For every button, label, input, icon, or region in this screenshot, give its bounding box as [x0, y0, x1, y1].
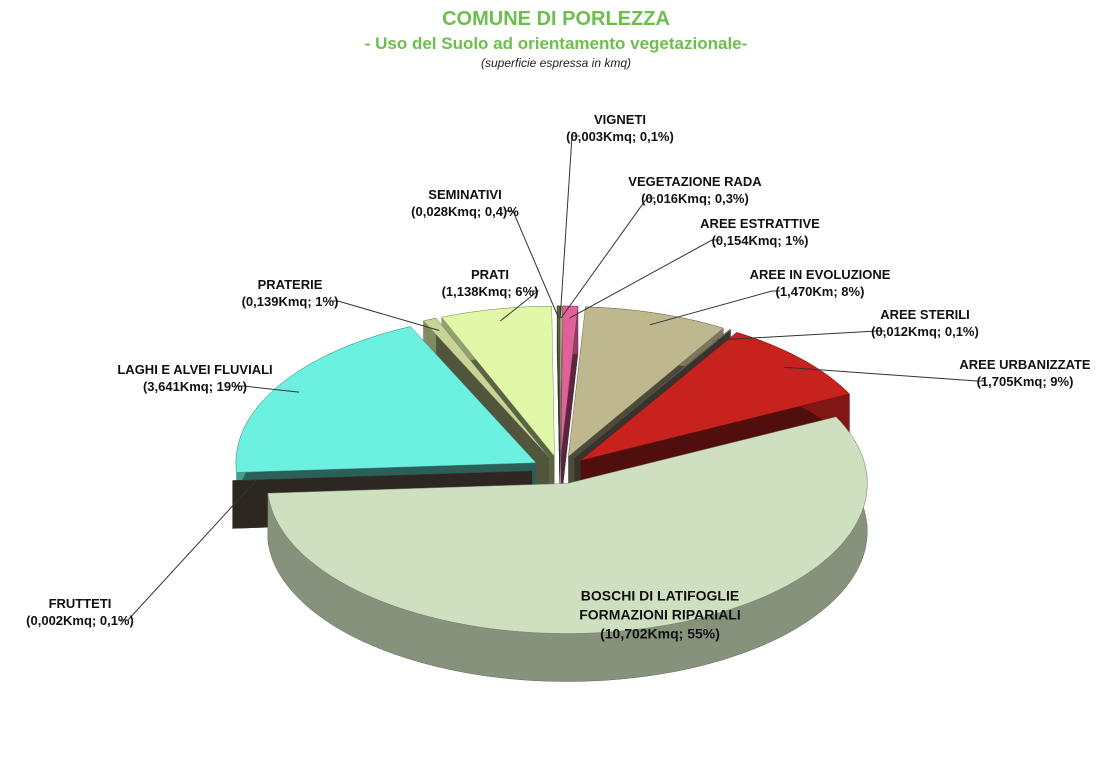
slice-label: AREE URBANIZZATE (1,705Kmq; 9%) — [959, 356, 1090, 390]
value-label: (10,702Kmq; 55%) — [600, 625, 720, 642]
slice-top — [267, 416, 868, 634]
leader-line — [330, 300, 440, 331]
category-label: AREE URBANIZZATE — [959, 357, 1091, 372]
category-label: AREE STERILI — [880, 307, 970, 322]
leader-line — [784, 366, 985, 382]
leader-line — [500, 290, 540, 322]
category-label: PRATI — [470, 267, 510, 282]
value-label: (1,705Kmq; 9%) — [976, 374, 1074, 389]
slice-top — [574, 329, 732, 459]
slice-top — [567, 306, 724, 458]
category-label: VEGETAZIONE RADA — [628, 174, 762, 189]
slice-label: SEMINATIVI (0,028Kmq; 0,4)% — [411, 186, 519, 220]
value-label: (0,002Kmq; 0,1%) — [26, 613, 134, 628]
value-label: (0,154Kmq; 1%) — [711, 233, 809, 248]
slice-top — [235, 326, 537, 473]
category-label: VIGNETI — [593, 112, 646, 127]
value-label: (3,641Kmq; 19%) — [142, 379, 248, 394]
category-label: AREE IN EVOLUZIONE — [749, 267, 891, 282]
value-label: (0,012Kmq; 0,1%) — [871, 324, 979, 339]
leader-line — [569, 239, 720, 319]
leader-line — [505, 210, 560, 319]
slice-top — [560, 305, 579, 457]
leader-line — [235, 385, 299, 393]
leader-line — [120, 479, 257, 621]
chart-subtitle: - Uso del Suolo ad orientamento vegetazi… — [364, 34, 748, 53]
category-label: FRUTTETI — [48, 596, 112, 611]
leader-line — [649, 290, 780, 326]
leader-line — [717, 330, 885, 341]
value-label: (0,016Kmq; 0,3%) — [641, 191, 749, 206]
slice-top — [441, 306, 555, 458]
value-label: (0,003Kmq; 0,1%) — [566, 129, 674, 144]
slice-wall — [560, 306, 578, 504]
slice-label: FRUTTETI (0,002Kmq; 0,1%) — [26, 595, 134, 629]
slice-label: VEGETAZIONE RADA (0,016Kmq; 0,3%) — [628, 173, 761, 207]
value-label: (0,028Kmq; 0,4)% — [411, 204, 519, 219]
leader-line — [559, 135, 580, 319]
value-label: (0,139Kmq; 1%) — [241, 294, 339, 309]
category-label: BOSCHI DI LATIFOGLIE FORMAZIONI RIPARIAL… — [579, 587, 741, 623]
slice-label: BOSCHI DI LATIFOGLIE FORMAZIONI RIPARIAL… — [565, 587, 755, 644]
slice-label: AREE STERILI (0,012Kmq; 0,1%) — [871, 306, 979, 340]
slice-top — [556, 305, 561, 457]
chart-note: (superficie espressa in kmq) — [480, 56, 632, 70]
value-label: (1,138Kmq; 6%) — [441, 284, 539, 299]
chart-title: COMUNE DI PORLEZZA — [442, 8, 670, 30]
slice-label: PRATI (1,138Kmq; 6%) — [442, 266, 539, 300]
slice-top — [232, 470, 533, 481]
slice-label: VIGNETI (0,003Kmq; 0,1%) — [566, 111, 674, 145]
slice-label: PRATERIE (0,139Kmq; 1%) — [242, 276, 339, 310]
category-label: LAGHI E ALVEI FLUVIALI — [117, 362, 273, 377]
category-label: SEMINATIVI — [428, 187, 502, 202]
value-label: (1,470Km; 8%) — [775, 284, 865, 299]
category-label: AREE ESTRATTIVE — [700, 216, 820, 231]
slice-label: AREE ESTRATTIVE (0,154Kmq; 1%) — [700, 215, 820, 249]
slice-top — [423, 317, 550, 458]
slice-label: AREE IN EVOLUZIONE (1,470Km; 8%) — [750, 266, 891, 300]
category-label: PRATERIE — [257, 277, 323, 292]
leader-line — [560, 197, 655, 319]
slice-label: LAGHI E ALVEI FLUVIALI (3,641Kmq; 19%) — [117, 361, 272, 395]
